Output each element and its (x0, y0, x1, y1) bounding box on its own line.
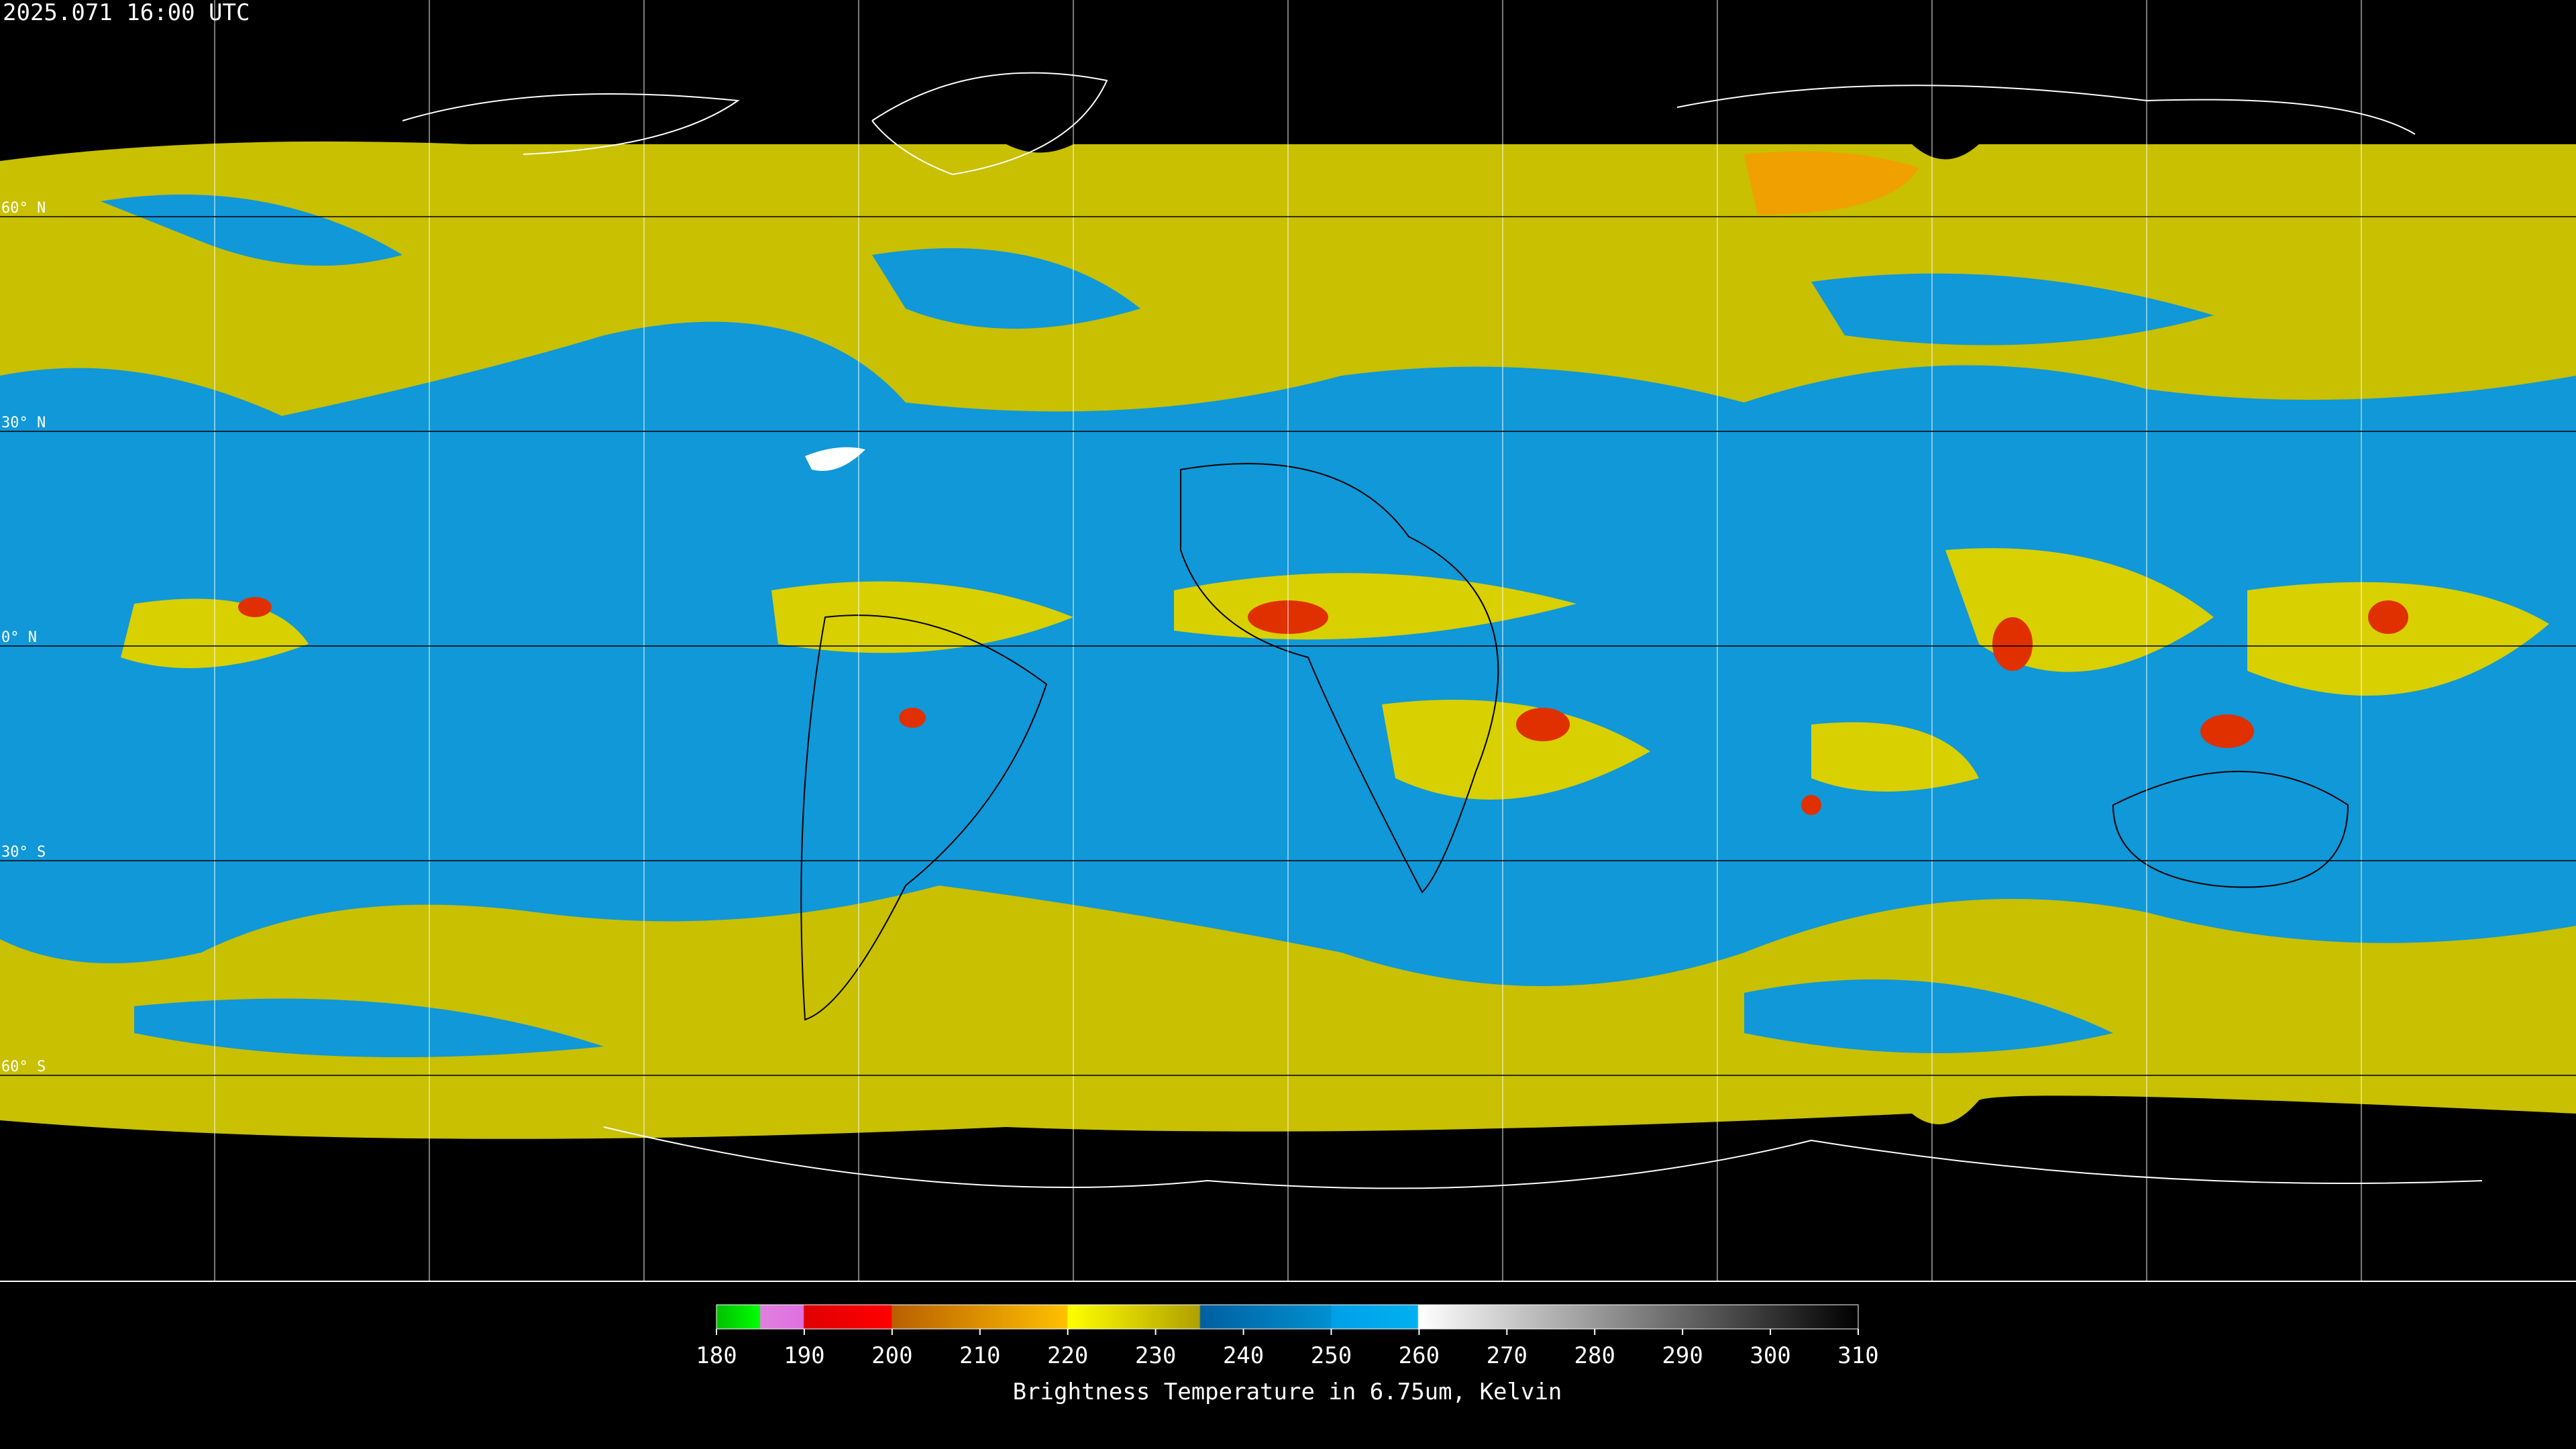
latitude-label: 30° N (1, 415, 46, 431)
latitude-label: 60° S (1, 1059, 46, 1075)
latitude-label: 0° N (1, 629, 37, 646)
dry-air-streak (101, 195, 2214, 1057)
continent-outlines (800, 463, 2349, 1021)
colorbar-tick-label: 250 (1311, 1342, 1352, 1369)
colorbar-tick-label: 270 (1487, 1342, 1527, 1369)
warm-region (1744, 151, 1919, 215)
colorbar-tick-label: 230 (1135, 1342, 1176, 1369)
deep-convection (238, 597, 2408, 815)
colorbar-tick-label: 310 (1837, 1342, 1878, 1369)
convective-cloud (121, 548, 2549, 800)
latitude-label: 30° S (1, 844, 46, 861)
graticule (214, 0, 2362, 1281)
colorbar-tick-label: 210 (959, 1342, 1000, 1369)
colorbar-tick-label: 260 (1399, 1342, 1440, 1369)
colorbar-tick-label: 180 (696, 1342, 737, 1369)
colorbar-tick-label: 290 (1662, 1342, 1703, 1369)
colorbar-tick-label: 190 (784, 1342, 824, 1369)
colorbar-label: Brightness Temperature in 6.75um, Kelvin (1013, 1379, 1562, 1405)
colorbar-tick-label: 220 (1047, 1342, 1088, 1369)
clear-region (805, 447, 865, 471)
colorbar-tick-label: 300 (1750, 1342, 1790, 1369)
colorbar-tick-label: 240 (1223, 1342, 1264, 1369)
coastlines (402, 72, 2483, 1189)
latitude-label: 60° N (1, 200, 46, 217)
colorbar-tick-label: 200 (871, 1342, 912, 1369)
colorbar-tick-label: 280 (1574, 1342, 1615, 1369)
timestamp: 2025.071 16:00 UTC (3, 0, 250, 26)
colorbar (716, 1304, 1859, 1330)
